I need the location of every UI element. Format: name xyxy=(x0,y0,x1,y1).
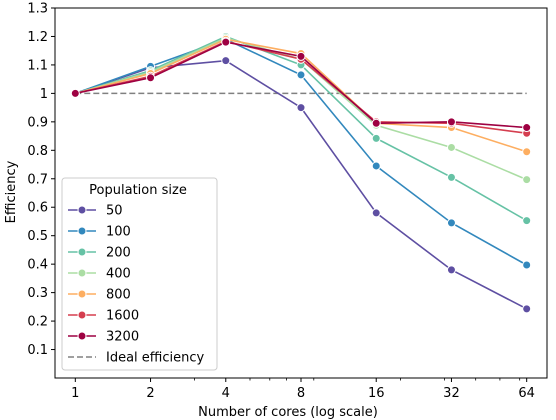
x-tick-label: 2 xyxy=(146,386,154,401)
legend-item-100: 100 xyxy=(68,225,131,240)
data-point-100-32 xyxy=(446,218,456,228)
y-tick-label: 1 xyxy=(40,87,48,102)
data-point-3200-16 xyxy=(371,118,381,128)
y-tick-label: 0.9 xyxy=(27,115,48,130)
legend-swatch-marker xyxy=(77,289,87,299)
legend-label: 200 xyxy=(106,246,131,261)
data-point-100-16 xyxy=(371,161,381,171)
data-point-200-64 xyxy=(522,216,532,226)
data-point-800-64 xyxy=(522,147,532,157)
y-tick-label: 0.5 xyxy=(27,229,48,244)
legend-label: 100 xyxy=(106,225,131,240)
legend-box xyxy=(61,177,218,371)
y-tick-label: 1.3 xyxy=(27,2,48,17)
data-point-3200-64 xyxy=(522,123,532,133)
legend-item-200: 200 xyxy=(68,246,131,261)
legend: Population size 50 100 200 400 800 1600 3200 Id… xyxy=(61,177,218,371)
data-point-50-8 xyxy=(296,103,306,113)
data-point-400-32 xyxy=(446,142,456,152)
legend-label: 800 xyxy=(106,288,131,303)
legend-item-ideal-efficiency: Ideal efficiency xyxy=(68,351,205,366)
y-tick-label: 0.6 xyxy=(27,201,48,216)
y-tick-label: 0.7 xyxy=(27,172,48,187)
legend-label: Ideal efficiency xyxy=(106,351,205,366)
legend-swatch-marker xyxy=(77,331,87,341)
y-tick-label: 0.1 xyxy=(27,343,48,358)
x-tick-label: 16 xyxy=(368,386,385,401)
plot-area xyxy=(70,31,532,314)
legend-item-800: 800 xyxy=(68,288,131,303)
legend-label: 3200 xyxy=(106,330,139,345)
y-tick-label: 0.4 xyxy=(27,258,48,273)
y-tick-label: 0.8 xyxy=(27,144,48,159)
data-point-100-64 xyxy=(522,260,532,270)
x-axis-label: Number of cores (log scale) xyxy=(198,405,378,420)
legend-swatch-marker xyxy=(77,226,87,236)
legend-swatch-marker xyxy=(77,205,87,215)
legend-item-400: 400 xyxy=(68,267,131,282)
legend-item-50: 50 xyxy=(68,204,123,219)
data-point-3200-32 xyxy=(446,117,456,127)
legend-item-1600: 1600 xyxy=(68,309,139,324)
data-point-50-64 xyxy=(522,304,532,314)
data-point-50-16 xyxy=(371,208,381,218)
x-tick-label: 32 xyxy=(443,386,460,401)
data-point-50-32 xyxy=(446,265,456,275)
x-tick-label: 64 xyxy=(518,386,535,401)
data-point-400-64 xyxy=(522,175,532,185)
data-point-3200-4 xyxy=(221,37,231,47)
data-point-3200-8 xyxy=(296,51,306,61)
legend-label: 400 xyxy=(106,267,131,282)
legend-swatch-marker xyxy=(77,268,87,278)
data-point-200-16 xyxy=(371,133,381,143)
y-axis-label: Efficiency xyxy=(4,160,19,223)
legend-swatch-marker xyxy=(77,310,87,320)
legend-item-3200: 3200 xyxy=(68,330,139,345)
legend-label: 50 xyxy=(106,204,123,219)
legend-swatch-marker xyxy=(77,247,87,257)
data-point-3200-2 xyxy=(146,73,156,83)
x-tick-label: 1 xyxy=(71,386,79,401)
data-point-50-4 xyxy=(221,56,231,66)
legend-label: 1600 xyxy=(106,309,139,324)
axes: Number of cores (log scale) Efficiency 0… xyxy=(4,2,548,420)
y-tick-label: 0.3 xyxy=(27,286,48,301)
y-tick-label: 0.2 xyxy=(27,315,48,330)
x-tick-label: 4 xyxy=(222,386,230,401)
y-tick-label: 1.1 xyxy=(27,58,48,73)
data-point-100-8 xyxy=(296,70,306,80)
legend-title: Population size xyxy=(89,183,187,198)
data-point-200-32 xyxy=(446,172,456,182)
y-tick-label: 1.2 xyxy=(27,30,48,45)
data-point-3200-1 xyxy=(70,88,80,98)
series-3200 xyxy=(70,37,532,133)
x-tick-label: 8 xyxy=(297,386,305,401)
